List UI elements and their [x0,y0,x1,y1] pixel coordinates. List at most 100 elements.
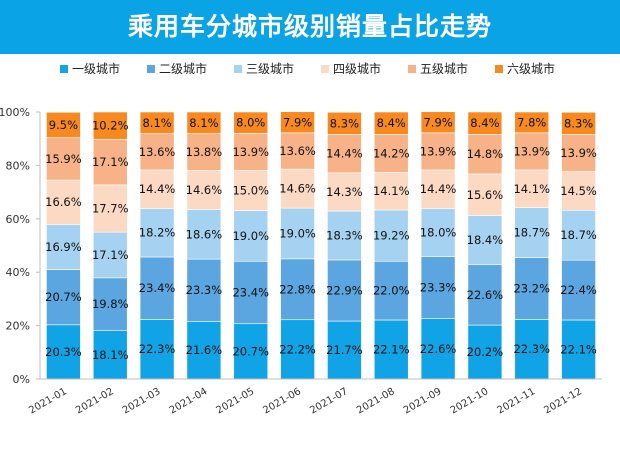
data-label: 7.9% [423,115,452,129]
data-label: 16.6% [45,195,82,209]
data-label: 14.2% [373,146,410,160]
y-tick-label: 80% [6,159,30,172]
bar-segment [467,111,503,135]
bar-segment [46,137,81,181]
data-label: 15.9% [45,152,82,166]
bar-segment [280,207,315,260]
data-label: 18.0% [420,225,457,239]
bar-segment [561,171,596,211]
bar-segment [139,111,175,134]
y-tick-label: 0% [13,373,30,386]
legend-swatch [408,65,416,73]
bar-segment [514,111,550,134]
data-label: 23.4% [232,285,269,299]
bar-segment [420,111,456,134]
bar-segment [186,209,222,260]
data-label: 16.9% [45,240,82,254]
bar-segment [467,215,503,266]
data-label: 22.3% [139,342,176,356]
data-label: 18.7% [560,228,597,242]
legend-label: 六级城市 [507,61,555,76]
data-label: 17.1% [92,248,129,262]
data-label: 14.6% [186,183,223,197]
data-label: 8.3% [564,116,593,130]
x-tick-label: 2021-09 [402,386,444,416]
data-label: 8.0% [236,116,265,130]
x-tick-label: 2021-07 [308,386,350,416]
data-label: 22.3% [513,342,550,356]
title-banner [0,0,620,54]
bar-segment [327,259,362,322]
bar-segment [373,134,409,173]
bar-segment [514,169,550,208]
legend-swatch [60,65,68,73]
bar-segment [186,258,222,322]
data-label: 18.1% [92,348,129,362]
legend-label: 四级城市 [333,61,381,76]
bar-segment [280,168,315,209]
x-tick-label: 2021-10 [449,386,491,416]
x-tick-label: 2021-08 [355,386,397,416]
legend-label: 一级城市 [72,61,120,76]
bar-segment [514,319,550,380]
data-label: 22.6% [420,342,457,356]
bar-segment [233,323,269,380]
y-tick-label: 100% [0,106,30,119]
bar-segment [467,134,503,175]
bar-segment [186,111,222,134]
data-label: 10.2% [92,119,129,133]
data-label: 23.2% [513,281,550,295]
data-label: 19.0% [232,229,269,243]
legend-label: 三级城市 [246,61,294,76]
data-label: 14.4% [326,147,363,161]
bar-segment [139,256,175,320]
data-label: 22.8% [279,282,316,296]
data-label: 7.9% [283,115,312,129]
bar-segment [561,259,596,321]
bar-segment [561,319,596,380]
data-label: 15.6% [467,188,504,202]
y-tick-label: 20% [6,320,30,333]
bar-segment [280,132,315,170]
bar-segment [514,257,550,320]
legend-label: 二级城市 [159,61,207,76]
bar-segment [233,111,269,134]
x-tick-label: 2021-12 [542,386,584,416]
y-tick-label: 40% [6,266,30,279]
bar-segment [467,173,503,216]
bar-segment [420,208,456,257]
x-tick-label: 2021-06 [261,386,303,416]
bar-segment [420,256,456,319]
bar-segment [92,330,128,380]
data-label: 20.2% [467,345,504,359]
data-label: 17.7% [92,202,129,216]
data-label: 8.1% [189,116,218,130]
bar-segment [186,170,222,210]
bar-segment [46,111,81,138]
data-label: 17.1% [92,155,129,169]
data-label: 13.9% [420,144,457,158]
data-label: 22.9% [326,283,363,297]
data-label: 20.7% [232,344,269,358]
chart-title: 乘用车分城市级别销量占比走势 [127,12,492,41]
bar-segment [280,111,315,134]
bar-segment [327,320,362,380]
bar-segment [92,184,128,233]
legend-swatch [321,65,329,73]
x-tick-label: 2021-01 [27,386,69,416]
data-label: 22.6% [467,288,504,302]
data-label: 19.8% [92,297,129,311]
data-label: 14.4% [139,182,176,196]
bar-segment [514,207,550,258]
data-label: 13.9% [232,145,269,159]
bar-segment [467,324,503,380]
data-label: 8.1% [142,116,171,130]
bar-segment [233,210,269,262]
x-tick-label: 2021-04 [168,386,210,416]
data-label: 23.3% [420,281,457,295]
data-label: 21.7% [326,343,363,357]
bar-segment [561,111,596,135]
data-label: 13.6% [279,144,316,158]
data-label: 22.4% [560,283,597,297]
